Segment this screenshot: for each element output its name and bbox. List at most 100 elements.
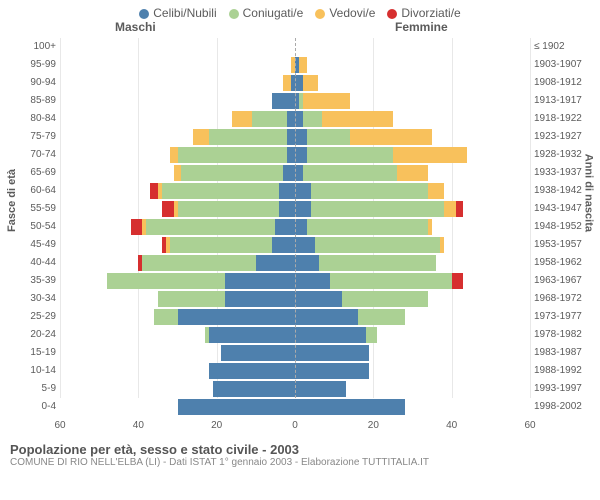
bar-segment (279, 201, 295, 217)
pyramid-chart: Celibi/NubiliConiugati/eVedovi/eDivorzia… (0, 0, 600, 500)
bar-segment (295, 255, 319, 271)
male-bar (174, 165, 295, 181)
bar-segment (295, 219, 307, 235)
male-bar (283, 75, 295, 91)
bar-segment (225, 291, 296, 307)
legend-item: Celibi/Nubili (139, 6, 216, 20)
bar-segment (162, 201, 174, 217)
age-label: 35-39 (20, 272, 56, 290)
female-bar (295, 93, 350, 109)
x-tick-label: 20 (211, 420, 222, 431)
bar-segment (178, 309, 296, 325)
bar-segment (107, 273, 225, 289)
male-bar (138, 255, 295, 271)
age-label: 95-99 (20, 56, 56, 74)
male-bar (107, 273, 295, 289)
bar-segment (393, 147, 467, 163)
female-bar (295, 57, 307, 73)
bar-segment (295, 345, 369, 361)
bar-segment (295, 273, 330, 289)
bar-segment (209, 327, 295, 343)
female-bar (295, 291, 428, 307)
female-bar (295, 237, 444, 253)
bar-segment (295, 399, 405, 415)
bar-segment (252, 111, 287, 127)
age-label: 45-49 (20, 236, 56, 254)
bar-segment (275, 219, 295, 235)
female-title: Femmine (395, 20, 448, 34)
legend-swatch (387, 9, 397, 19)
bar-segment (178, 201, 280, 217)
bar-segment (142, 255, 256, 271)
age-label: 5-9 (20, 380, 56, 398)
male-bar (193, 129, 295, 145)
bar-segment (311, 201, 444, 217)
female-bar (295, 201, 463, 217)
bar-segment (303, 165, 397, 181)
bar-segment (272, 93, 296, 109)
bar-segment (342, 291, 428, 307)
bar-segment (162, 183, 280, 199)
bar-segment (428, 219, 432, 235)
male-bar (213, 381, 295, 397)
female-bar (295, 327, 377, 343)
age-label: 85-89 (20, 92, 56, 110)
bar-segment (295, 111, 303, 127)
legend: Celibi/NubiliConiugati/eVedovi/eDivorzia… (0, 0, 600, 20)
bar-segment (452, 273, 464, 289)
legend-label: Coniugati/e (243, 6, 304, 20)
x-tick-label: 0 (292, 420, 298, 431)
bar-segment (150, 183, 158, 199)
bar-segment (174, 165, 182, 181)
male-bar (209, 363, 295, 379)
bar-segment (295, 363, 369, 379)
birth-year-label: 1913-1917 (534, 92, 598, 110)
bar-segment (295, 201, 311, 217)
bar-segment (279, 183, 295, 199)
bar-segment (295, 75, 303, 91)
x-tick-label: 60 (54, 420, 65, 431)
female-bar (295, 165, 428, 181)
bar-segment (295, 381, 346, 397)
plot-area: Fasce di età Anni di nascita 100+≤ 19029… (0, 38, 600, 438)
male-bar (232, 111, 295, 127)
x-axis: 6040200204060 (60, 418, 530, 438)
bar-segment (397, 165, 428, 181)
female-bar (295, 363, 369, 379)
birth-year-label: 1988-1992 (534, 362, 598, 380)
male-bar (178, 399, 296, 415)
legend-swatch (315, 9, 325, 19)
legend-swatch (229, 9, 239, 19)
bar-segment (146, 219, 275, 235)
bar-segment (181, 165, 283, 181)
gender-titles: Maschi Femmine (0, 20, 600, 38)
birth-year-label: 1968-1972 (534, 290, 598, 308)
bar-segment (225, 273, 296, 289)
birth-year-label: 1998-2002 (534, 398, 598, 416)
birth-year-label: 1948-1952 (534, 218, 598, 236)
legend-label: Celibi/Nubili (153, 6, 216, 20)
female-bar (295, 273, 463, 289)
bar-pair (60, 399, 530, 415)
male-bar (205, 327, 295, 343)
birth-year-label: 1908-1912 (534, 74, 598, 92)
birth-year-label: 1943-1947 (534, 200, 598, 218)
bar-segment (428, 183, 444, 199)
legend-item: Coniugati/e (229, 6, 304, 20)
bar-segment (315, 237, 440, 253)
birth-year-label: 1983-1987 (534, 344, 598, 362)
gridline (530, 38, 531, 398)
birth-year-label: 1933-1937 (534, 164, 598, 182)
center-axis (295, 38, 296, 398)
male-bar (170, 147, 295, 163)
bar-segment (295, 165, 303, 181)
male-bar (221, 345, 295, 361)
male-bar (150, 183, 295, 199)
bar-segment (232, 111, 252, 127)
female-bar (295, 219, 432, 235)
male-bar (272, 93, 296, 109)
bar-segment (311, 183, 429, 199)
chart-title: Popolazione per età, sesso e stato civil… (10, 442, 590, 457)
male-bar (158, 291, 295, 307)
y-left-axis-label: Fasce di età (6, 169, 18, 232)
